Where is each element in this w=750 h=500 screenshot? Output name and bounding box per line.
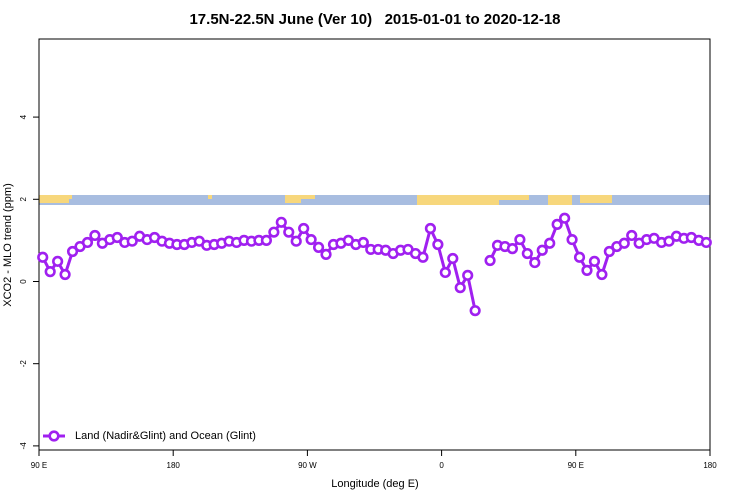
data-point	[275, 216, 287, 228]
x-tick-label: 180	[167, 461, 181, 470]
data-point	[126, 235, 138, 247]
data-point	[462, 269, 474, 281]
data-point	[469, 305, 481, 317]
plot-frame	[38, 38, 711, 451]
data-point	[52, 255, 64, 267]
x-tick-label: 90 W	[298, 461, 317, 470]
y-tick-label: 4	[19, 114, 28, 119]
y-tick-label: -4	[19, 442, 28, 450]
chart-title: 17.5N-22.5N June (Ver 10) 2015-01-01 to …	[189, 11, 560, 28]
data-point	[700, 236, 712, 249]
y-axis-label: XCO2 - MLO trend (ppm)	[2, 183, 14, 306]
data-point	[320, 248, 332, 260]
data-point	[417, 251, 429, 263]
data-point	[626, 229, 638, 242]
land-mask-strip	[39, 195, 710, 205]
data-point	[551, 218, 563, 230]
data-point	[514, 233, 526, 246]
y-tick-label: 2	[19, 197, 28, 202]
data-point	[566, 233, 578, 246]
land-band	[285, 195, 301, 203]
data-point	[424, 222, 437, 235]
data-point	[81, 236, 94, 249]
land-band	[580, 195, 612, 203]
data-point	[581, 264, 593, 276]
data-point	[290, 235, 302, 247]
data-point	[432, 238, 444, 251]
data-point	[603, 245, 615, 258]
data-point	[59, 268, 71, 281]
data-point	[89, 229, 101, 242]
data-point	[298, 222, 310, 235]
data-point	[559, 212, 571, 224]
land-band	[301, 195, 315, 199]
x-tick-label: 90 E	[568, 461, 584, 470]
data-point	[312, 241, 325, 253]
y-tick-label: -2	[19, 360, 28, 368]
data-point	[536, 244, 548, 256]
data-point	[529, 256, 541, 269]
land-band	[548, 195, 572, 205]
data-point	[357, 236, 369, 249]
data-point	[439, 266, 451, 279]
data-point	[37, 251, 49, 263]
data-point	[618, 237, 630, 249]
data-point	[66, 245, 79, 258]
land-band	[499, 195, 529, 200]
legend-label: Land (Nadir&Glint) and Ocean (Glint)	[75, 430, 256, 442]
legend-marker	[48, 430, 60, 442]
x-tick-label: 0	[439, 461, 444, 470]
data-point	[521, 247, 533, 260]
data-point	[663, 235, 675, 247]
land-band	[417, 195, 499, 205]
land-band	[62, 195, 72, 199]
data-point	[44, 266, 56, 278]
data-point	[596, 268, 608, 281]
data-point	[484, 254, 496, 267]
data-point	[268, 226, 280, 238]
land-band	[208, 195, 212, 199]
data-point	[111, 231, 123, 244]
x-axis-label: Longitude (deg E)	[331, 478, 418, 490]
data-point	[447, 252, 459, 265]
data-point	[283, 226, 295, 238]
data-point	[573, 251, 586, 263]
data-point	[454, 282, 466, 294]
land-band	[39, 195, 69, 203]
data-point	[506, 243, 519, 255]
data-point	[305, 233, 317, 246]
data-point	[544, 237, 556, 249]
y-tick-label: 0	[19, 279, 28, 284]
data-point	[588, 255, 601, 267]
data-point	[260, 234, 272, 246]
ocean-band	[39, 195, 710, 205]
x-tick-label: 180	[703, 461, 717, 470]
x-tick-label: 90 E	[31, 461, 47, 470]
